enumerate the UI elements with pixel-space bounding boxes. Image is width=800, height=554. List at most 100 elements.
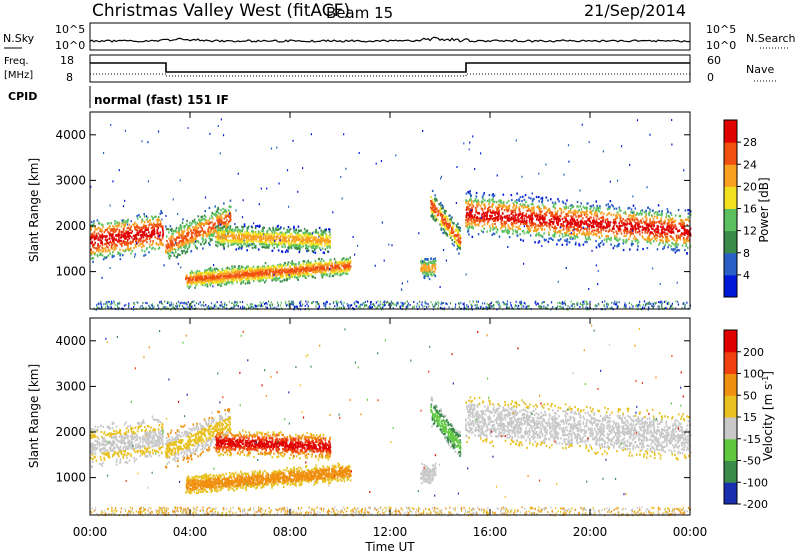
echo-cell (181, 221, 184, 224)
echo-cell (202, 280, 204, 283)
echo-cell (136, 225, 139, 228)
echo-cell (649, 210, 651, 214)
echo-cell (135, 233, 138, 237)
echo-cell (152, 240, 154, 243)
echo-cell (206, 219, 208, 222)
echo-cell (211, 272, 214, 275)
echo-cell (320, 244, 323, 247)
echo-cell (653, 221, 656, 225)
echo-cell (502, 193, 505, 196)
echo-cell (623, 229, 625, 232)
echo-cell (489, 209, 492, 212)
echo-cell (475, 217, 478, 220)
echo-cell (214, 205, 216, 208)
echo-cell (181, 250, 184, 253)
echo-cell (223, 240, 226, 244)
echo-cell (519, 227, 521, 231)
echo-cell (563, 206, 566, 209)
echo-cell (190, 238, 192, 241)
echo-cell (172, 232, 175, 235)
echo-cell (545, 213, 548, 217)
echo-cell (333, 265, 336, 268)
echo-cell (434, 211, 436, 214)
echo-cell (100, 253, 103, 256)
echo-cell (221, 277, 224, 280)
echo-cell (120, 243, 123, 246)
echo-cell (323, 265, 326, 269)
echo-cell (430, 272, 432, 275)
echo-cell (207, 277, 210, 280)
echo-cell (347, 266, 349, 270)
echo-cell (511, 225, 514, 228)
echo-cell (455, 234, 457, 237)
echo-cell (226, 229, 229, 233)
echo-cell (537, 227, 540, 230)
echo-cell (168, 257, 171, 260)
echo-cell (104, 247, 107, 250)
echo-cell (112, 251, 114, 254)
echo-cell (513, 219, 516, 222)
echo-cell (180, 242, 183, 245)
echo-cell (193, 272, 196, 275)
freq-label-line2: [MHz] (4, 70, 33, 81)
echo-cell (202, 235, 205, 238)
echo-cell (310, 262, 313, 265)
echo-cell (430, 203, 433, 206)
echo-cell (596, 225, 598, 228)
echo-cell (308, 261, 310, 264)
echo-cell (261, 238, 263, 241)
echo-cell (234, 271, 237, 274)
freq-panel: Freq. [MHz] 18 8 60 0 Nave (4, 54, 776, 84)
echo-cell (431, 264, 434, 268)
echo-cell (293, 264, 295, 267)
echo-cell (201, 215, 204, 218)
echo-cell (123, 241, 126, 244)
echo-cell (311, 270, 314, 274)
echo-cell (203, 218, 205, 221)
echo-cell (112, 225, 115, 228)
echo-cell (288, 247, 290, 250)
echo-cell (491, 206, 493, 209)
echo-cell (121, 241, 123, 244)
echo-cell (608, 238, 611, 241)
echo-cell (281, 245, 283, 248)
nsky-left-tick-bottom: 10^0 (55, 39, 85, 52)
echo-cell (216, 227, 219, 230)
echo-cell (240, 241, 243, 244)
echo-cell (181, 240, 184, 243)
echo-cell (501, 219, 503, 222)
echo-cell (134, 225, 137, 229)
echo-cell (259, 242, 261, 246)
echo-cell (324, 262, 326, 265)
echo-cell (574, 237, 576, 240)
echo-cell (220, 216, 223, 219)
echo-cell (231, 231, 233, 234)
echo-cell (450, 219, 452, 222)
echo-cell (434, 266, 437, 269)
echo-cell (532, 198, 534, 201)
echo-cell (280, 226, 282, 229)
echo-cell (297, 231, 299, 235)
echo-cell (268, 227, 271, 230)
echo-cell (252, 265, 255, 268)
echo-cell (208, 241, 210, 245)
echo-cell (225, 211, 228, 214)
echo-cell (517, 218, 519, 222)
echo-cell (231, 239, 233, 242)
echo-cell (586, 206, 588, 210)
echo-cell (187, 280, 190, 283)
echo-cell (244, 282, 247, 285)
echo-cell (191, 236, 194, 239)
echo-cell (326, 245, 328, 248)
echo-cell (543, 228, 546, 231)
echo-cell (149, 233, 151, 237)
echo-cell (253, 236, 255, 239)
echo-cell (209, 275, 212, 279)
echo-cell (281, 264, 283, 267)
echo-cell (262, 228, 264, 231)
cpid-label: CPID (8, 90, 37, 103)
echo-cell (252, 235, 255, 238)
echo-cell (289, 244, 291, 248)
echo-cell (238, 235, 240, 238)
echo-cell (308, 265, 311, 269)
